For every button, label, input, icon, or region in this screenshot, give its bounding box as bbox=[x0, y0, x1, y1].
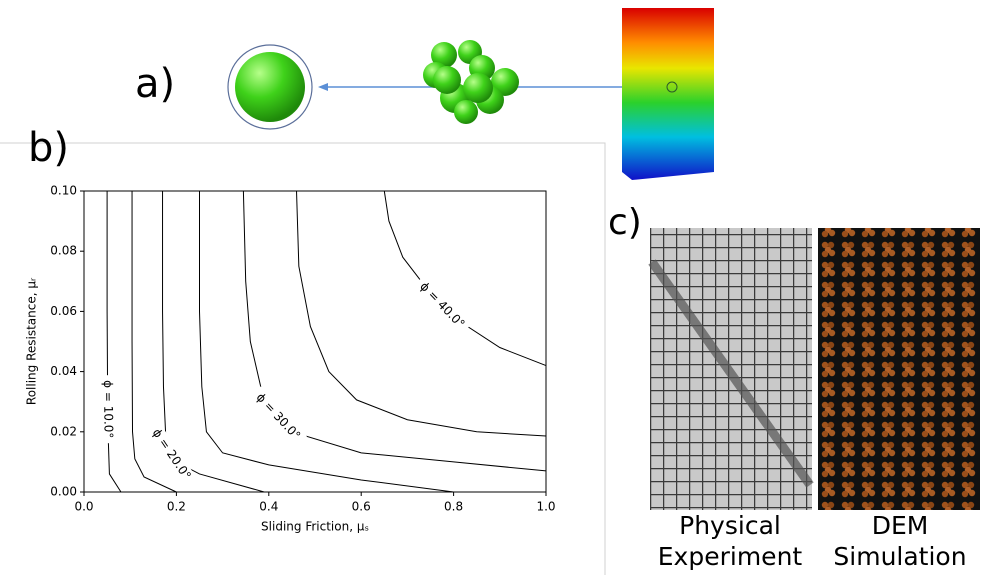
panel-label: b) bbox=[28, 125, 69, 171]
contour-line bbox=[384, 191, 546, 366]
contour-label: ϕ = 40.0° bbox=[417, 279, 467, 331]
x-tick-label: 1.0 bbox=[536, 500, 555, 514]
contour-label-group: ϕ = 20.0° bbox=[146, 422, 197, 487]
contour-line bbox=[107, 191, 121, 492]
contour-label-group: ϕ = 40.0° bbox=[413, 275, 472, 335]
contour-label: ϕ = 30.0° bbox=[254, 390, 304, 442]
caption: Experiment bbox=[658, 542, 803, 571]
y-tick-label: 0.00 bbox=[50, 485, 77, 499]
contour-label: ϕ = 20.0° bbox=[150, 426, 194, 482]
contour-label-group: ϕ = 10.0° bbox=[99, 375, 116, 443]
y-axis-label: Rolling Resistance, μᵣ bbox=[25, 277, 39, 405]
y-tick-label: 0.04 bbox=[50, 364, 77, 378]
panel-label: a) bbox=[135, 61, 175, 107]
x-tick-label: 0.0 bbox=[74, 500, 93, 514]
y-tick-label: 0.10 bbox=[50, 184, 77, 198]
contour-line bbox=[297, 191, 546, 436]
specimen-block bbox=[622, 8, 714, 180]
y-tick-label: 0.02 bbox=[50, 424, 77, 438]
x-tick-label: 0.8 bbox=[444, 500, 463, 514]
x-axis-label: Sliding Friction, μₛ bbox=[261, 520, 369, 534]
x-tick-label: 0.6 bbox=[352, 500, 371, 514]
contour-line bbox=[200, 191, 454, 492]
arrow-head bbox=[318, 83, 328, 91]
plot-frame bbox=[84, 191, 546, 492]
dem-image bbox=[818, 228, 980, 510]
sphere bbox=[235, 52, 305, 122]
x-tick-label: 0.4 bbox=[259, 500, 278, 514]
contour-line bbox=[163, 191, 265, 492]
caption: Physical bbox=[679, 511, 781, 540]
contour-plot: 0.0 0.2 0.4 0.6 0.8 1.0 0.00 0.02 0.04 0.06 0.08 0.… bbox=[25, 184, 556, 534]
panel-label: c) bbox=[608, 202, 642, 243]
caption: DEM bbox=[872, 511, 929, 540]
y-tick-label: 0.08 bbox=[50, 244, 77, 258]
contour-label-group: ϕ = 30.0° bbox=[249, 386, 307, 447]
particle-cluster bbox=[423, 40, 519, 124]
x-tick-label: 0.2 bbox=[167, 500, 186, 514]
y-tick-label: 0.06 bbox=[50, 304, 77, 318]
contour-label: ϕ = 10.0° bbox=[101, 380, 116, 438]
caption: Simulation bbox=[833, 542, 966, 571]
figure: a) b) 0.0 0.2 0.4 0.6 0.8 1.0 0.00 0.02 0.04 0.06… bbox=[0, 0, 981, 575]
